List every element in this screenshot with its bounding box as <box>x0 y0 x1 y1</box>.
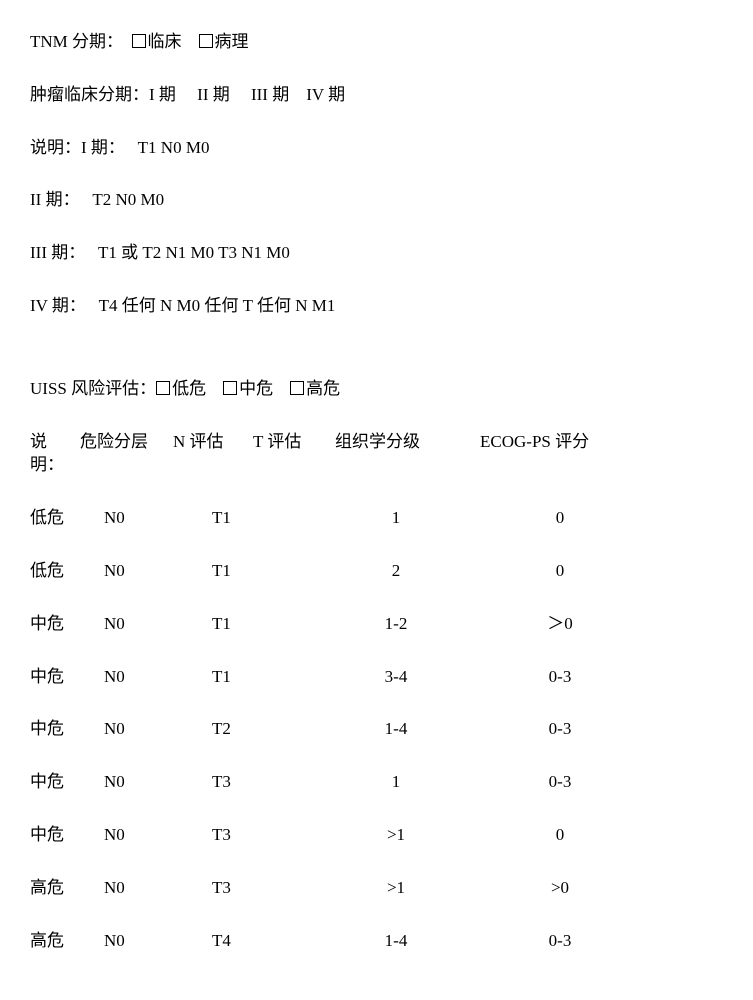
cell-grade: 3-4 <box>312 665 480 689</box>
explain-prefix-2: 说明： <box>30 430 80 478</box>
header-ecog: ECOG-PS 评分 <box>480 430 630 478</box>
cell-t: T2 <box>212 717 312 741</box>
tnm-label: TNM 分期： <box>30 32 123 51</box>
cell-n: N0 <box>104 506 212 530</box>
tnm-staging-line: TNM 分期： 临床 病理 <box>30 30 723 54</box>
low-risk-text: 低危 <box>172 379 206 398</box>
table-row: 中危N0T21-40-3 <box>30 717 723 741</box>
table-row: 中危N0T310-3 <box>30 770 723 794</box>
checkbox-clinical[interactable] <box>132 34 146 48</box>
table-row: 低危N0T110 <box>30 506 723 530</box>
checkbox-pathology[interactable] <box>199 34 213 48</box>
cell-t: T4 <box>212 929 312 953</box>
stage2-value: T2 N0 M0 <box>92 190 164 209</box>
cell-n: N0 <box>104 770 212 794</box>
cell-t: T1 <box>212 665 312 689</box>
cell-n: N0 <box>104 612 212 636</box>
cell-t: T3 <box>212 823 312 847</box>
stage4-line: IV 期： T4 任何 N M0 任何 T 任何 N M1 <box>30 294 723 318</box>
header-n: N 评估 <box>173 430 253 478</box>
cell-risk: 低危 <box>30 506 104 530</box>
stage3-label: III 期： <box>30 243 85 262</box>
clinical-stage-label: 肿瘤临床分期： <box>30 85 149 104</box>
stage1-line: 说明：I 期： T1 N0 M0 <box>30 136 723 160</box>
cell-ecog: 0-3 <box>480 770 640 794</box>
cell-ecog: 0-3 <box>480 665 640 689</box>
stage2-label: II 期： <box>30 190 80 209</box>
cell-n: N0 <box>104 929 212 953</box>
cell-grade: 1 <box>312 506 480 530</box>
cell-ecog: 0-3 <box>480 929 640 953</box>
stages-list: I 期 II 期 III 期 IV 期 <box>149 85 345 104</box>
cell-n: N0 <box>104 717 212 741</box>
cell-risk: 低危 <box>30 559 104 583</box>
cell-n: N0 <box>104 559 212 583</box>
cell-risk: 中危 <box>30 823 104 847</box>
cell-ecog: ＞0 <box>480 612 640 636</box>
checkbox-low-risk[interactable] <box>156 381 170 395</box>
stage4-value: T4 任何 N M0 任何 T 任何 N M1 <box>99 296 336 315</box>
header-risk: 危险分层 <box>80 430 173 478</box>
table-row: 中危N0T13-40-3 <box>30 665 723 689</box>
cell-ecog: 0 <box>480 559 640 583</box>
stage3-line: III 期： T1 或 T2 N1 M0 T3 N1 M0 <box>30 241 723 265</box>
cell-grade: 1-4 <box>312 929 480 953</box>
clinical-text: 临床 <box>148 32 182 51</box>
cell-risk: 中危 <box>30 612 104 636</box>
table-row: 中危N0T11-2＞0 <box>30 612 723 636</box>
cell-t: T3 <box>212 770 312 794</box>
checkbox-mid-risk[interactable] <box>223 381 237 395</box>
cell-t: T1 <box>212 506 312 530</box>
cell-risk: 高危 <box>30 876 104 900</box>
cell-grade: >1 <box>312 823 480 847</box>
risk-table-body: 低危N0T110低危N0T120中危N0T11-2＞0中危N0T13-40-3中… <box>30 506 723 952</box>
pathology-text: 病理 <box>215 32 249 51</box>
cell-t: T3 <box>212 876 312 900</box>
table-row: 低危N0T120 <box>30 559 723 583</box>
cell-ecog: 0 <box>480 823 640 847</box>
cell-ecog: 0-3 <box>480 717 640 741</box>
cell-n: N0 <box>104 876 212 900</box>
cell-ecog: >0 <box>480 876 640 900</box>
cell-grade: 2 <box>312 559 480 583</box>
uiss-label: UISS 风险评估： <box>30 379 156 398</box>
stage1-label: I 期： <box>81 138 125 157</box>
stage3-value: T1 或 T2 N1 M0 T3 N1 M0 <box>98 243 290 262</box>
high-risk-text: 高危 <box>306 379 340 398</box>
cell-n: N0 <box>104 665 212 689</box>
cell-grade: >1 <box>312 876 480 900</box>
cell-grade: 1-4 <box>312 717 480 741</box>
cell-grade: 1-2 <box>312 612 480 636</box>
explain-prefix: 说明： <box>30 138 81 157</box>
uiss-line: UISS 风险评估： 低危 中危 高危 <box>30 377 723 401</box>
cell-risk: 中危 <box>30 665 104 689</box>
cell-n: N0 <box>104 823 212 847</box>
cell-ecog: 0 <box>480 506 640 530</box>
header-grade: 组织学分级 <box>335 430 480 478</box>
cell-risk: 中危 <box>30 717 104 741</box>
checkbox-high-risk[interactable] <box>290 381 304 395</box>
clinical-stage-line: 肿瘤临床分期：I 期 II 期 III 期 IV 期 <box>30 83 723 107</box>
header-t: T 评估 <box>253 430 335 478</box>
table-row: 中危N0T3>10 <box>30 823 723 847</box>
mid-risk-text: 中危 <box>239 379 273 398</box>
cell-grade: 1 <box>312 770 480 794</box>
cell-t: T1 <box>212 559 312 583</box>
risk-table-header: 说明： 危险分层 N 评估 T 评估 组织学分级 ECOG-PS 评分 <box>30 430 723 478</box>
cell-risk: 中危 <box>30 770 104 794</box>
stage4-label: IV 期： <box>30 296 86 315</box>
cell-t: T1 <box>212 612 312 636</box>
section-spacer <box>30 347 723 377</box>
cell-risk: 高危 <box>30 929 104 953</box>
stage1-value: T1 N0 M0 <box>138 138 210 157</box>
table-row: 高危N0T3>1>0 <box>30 876 723 900</box>
table-row: 高危N0T41-40-3 <box>30 929 723 953</box>
stage2-line: II 期： T2 N0 M0 <box>30 188 723 212</box>
